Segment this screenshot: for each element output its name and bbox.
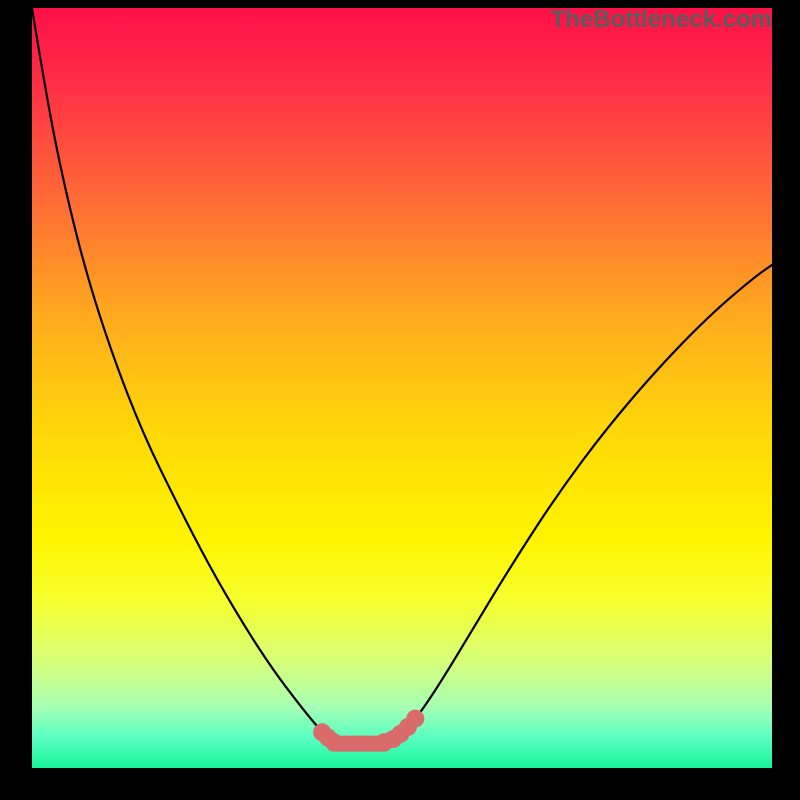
bottom-marker-dot xyxy=(406,710,424,728)
gradient-background xyxy=(32,8,772,768)
chart-frame: TheBottleneck.com xyxy=(0,0,800,800)
watermark-text: TheBottleneck.com xyxy=(551,6,772,34)
plot-area xyxy=(32,8,772,768)
chart-svg xyxy=(32,8,772,768)
bottom-marker-dot xyxy=(325,733,343,751)
